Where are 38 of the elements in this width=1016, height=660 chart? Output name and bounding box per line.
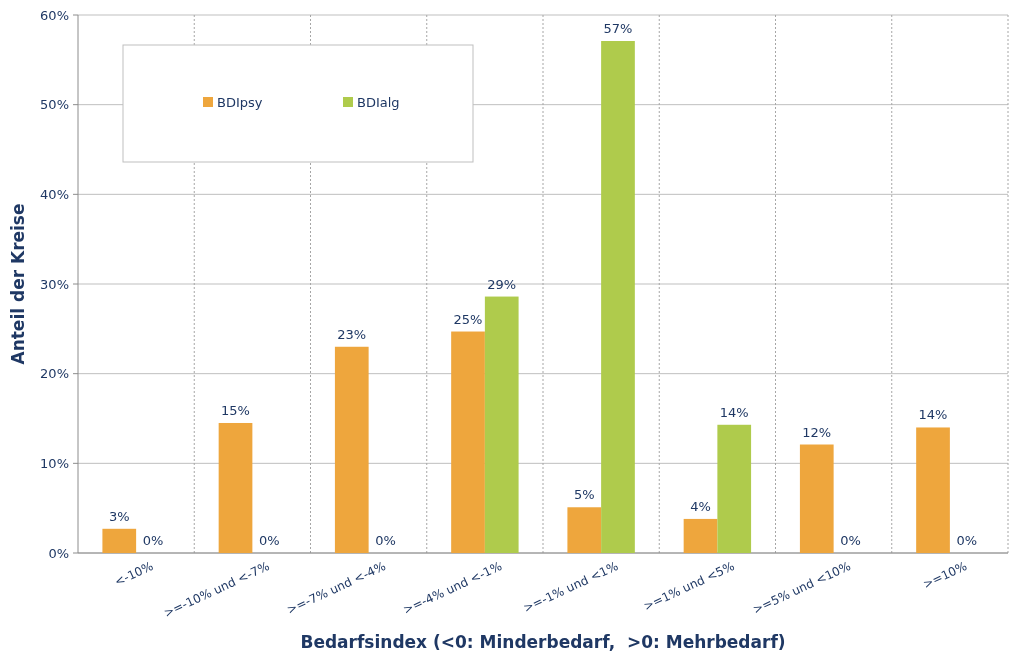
data-label: 4% [690,498,711,514]
bar [601,41,635,553]
data-label: 14% [918,407,948,423]
data-label: 29% [487,276,517,292]
legend-label: BDIpsy [217,95,263,110]
data-label: 12% [802,424,832,440]
data-label: 0% [375,533,396,548]
data-label: 0% [956,533,978,548]
bar [916,427,950,553]
y-tick-label: 30% [40,276,69,292]
bar [567,507,602,553]
y-tick-label: 60% [40,7,69,23]
bar [218,422,253,553]
data-label: 0% [840,533,861,548]
bar [451,331,485,553]
x-axis-title: Bedarfsindex (<0: Minderbedarf, >0: Mehrbedarf) [300,632,786,652]
y-tick-label: 50% [40,97,69,113]
bar [484,296,519,553]
data-label: 25% [453,311,483,327]
y-axis-title: Anteil der Kreise [8,203,28,365]
bar [717,424,752,553]
y-tick-label: 0% [48,545,69,561]
y-tick-label: 20% [40,366,69,382]
bar [102,528,137,553]
bar [683,518,718,553]
data-label: 57% [603,21,633,36]
bar [334,346,369,553]
y-tick-label: 10% [40,455,69,471]
data-label: 5% [573,487,595,503]
data-label: 14% [719,404,749,420]
data-label: 0% [258,533,280,548]
bar [799,444,834,553]
data-label: 0% [142,533,164,548]
data-label: 15% [221,402,250,418]
data-label: 3% [108,508,130,524]
data-label: 23% [337,326,367,342]
legend-label: BDIalg [357,95,400,110]
y-tick-label: 40% [40,186,69,202]
